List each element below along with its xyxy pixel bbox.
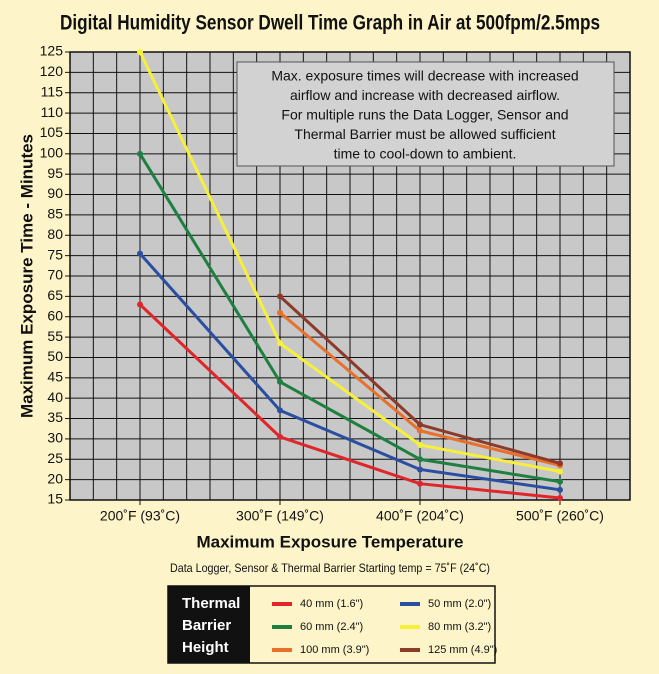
series-line <box>138 252 561 492</box>
legend-label: 40 mm (1.6") <box>300 598 363 610</box>
y-tick-label: 80 <box>47 226 63 242</box>
series-line <box>138 153 561 484</box>
y-tick-label: 20 <box>47 470 63 486</box>
x-tick-label: 500˚F (260˚C) <box>516 508 604 524</box>
y-tick-label: 30 <box>47 430 63 446</box>
data-point <box>137 301 143 308</box>
y-tick-label: 105 <box>40 124 64 140</box>
annotation-line: airflow and increase with decreased airf… <box>290 87 560 103</box>
data-point <box>137 250 143 257</box>
y-tick-label: 100 <box>40 145 64 161</box>
x-tick-label: 400˚F (204˚C) <box>376 508 464 524</box>
data-point <box>277 309 283 316</box>
legend-title: Thermal <box>182 595 240 612</box>
data-point <box>417 480 423 487</box>
y-axis-label: Maximum Exposure Time - Minutes <box>17 134 36 418</box>
y-tick-label: 90 <box>47 185 63 201</box>
annotation-box <box>236 61 615 167</box>
legend-label: 50 mm (2.0") <box>428 598 491 610</box>
y-tick-label: 15 <box>47 491 63 507</box>
annotation-line: time to cool-down to ambient. <box>334 146 517 162</box>
data-point <box>277 340 283 347</box>
y-tick-label: 40 <box>47 389 63 405</box>
legend-title-box <box>168 586 250 663</box>
legend-label: 125 mm (4.9") <box>428 644 497 656</box>
subtitle: Data Logger, Sensor & Thermal Barrier St… <box>170 561 490 575</box>
y-tick-label: 120 <box>40 63 64 79</box>
annotation-line: Max. exposure times will decrease with i… <box>271 68 578 84</box>
y-tick-label: 35 <box>47 409 63 425</box>
data-point <box>277 293 283 300</box>
y-tick-label: 70 <box>47 267 63 283</box>
data-point <box>137 49 143 55</box>
chart-title: Digital Humidity Sensor Dwell Time Graph… <box>60 12 600 35</box>
y-tick-label: 50 <box>47 348 63 364</box>
data-point <box>417 421 423 428</box>
y-tick-label: 45 <box>47 369 63 385</box>
x-tick-label: 200˚F (93˚C) <box>100 508 180 524</box>
legend-label: 80 mm (3.2") <box>428 621 491 633</box>
y-tick-label: 25 <box>47 450 63 466</box>
data-point <box>417 456 423 463</box>
data-point <box>557 478 563 485</box>
annotation-line: Thermal Barrier must be allowed sufficie… <box>294 126 555 142</box>
data-point <box>557 460 563 467</box>
annotation-line: For multiple runs the Data Logger, Senso… <box>281 107 568 123</box>
y-tick-label: 95 <box>47 165 63 181</box>
y-tick-label: 60 <box>47 307 63 323</box>
y-tick-label: 55 <box>47 328 63 344</box>
y-tick-label: 110 <box>41 104 64 120</box>
legend-label: 60 mm (2.4") <box>300 621 363 633</box>
x-axis-label: Maximum Exposure Temperature <box>196 532 463 551</box>
x-tick-label: 300˚F (149˚C) <box>236 508 324 524</box>
data-point <box>277 378 283 385</box>
data-point <box>417 466 423 473</box>
y-tick-label: 85 <box>47 206 63 222</box>
data-point <box>557 494 563 501</box>
data-point <box>417 442 423 449</box>
series-line <box>138 303 561 500</box>
legend-title: Height <box>182 639 229 656</box>
y-tick-label: 65 <box>47 287 63 303</box>
data-point <box>277 433 283 440</box>
data-point <box>417 427 423 434</box>
y-tick-label: 115 <box>41 83 64 99</box>
legend-label: 100 mm (3.9") <box>300 644 369 656</box>
data-point <box>557 486 563 493</box>
data-point <box>277 407 283 414</box>
legend-title: Barrier <box>182 617 231 634</box>
series-line <box>138 51 561 473</box>
y-tick-label: 75 <box>47 246 63 262</box>
data-point <box>137 150 143 157</box>
y-tick-label: 125 <box>40 43 64 59</box>
data-point <box>557 468 563 475</box>
